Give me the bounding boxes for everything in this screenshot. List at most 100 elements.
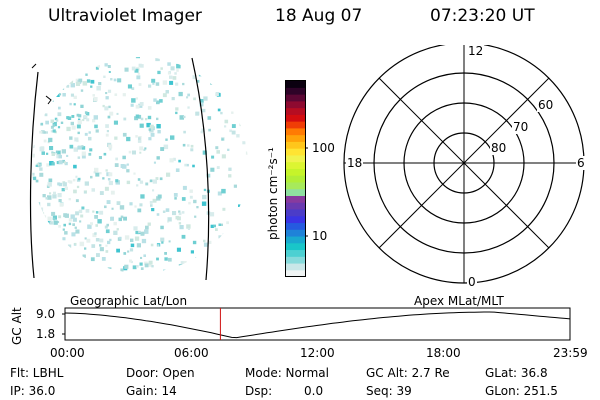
uv-speckle (43, 139, 47, 143)
uv-speckle (71, 232, 76, 237)
uv-speckle (128, 275, 132, 279)
uv-speckle (187, 144, 190, 147)
uv-speckle (247, 253, 248, 256)
uv-speckle (52, 73, 56, 77)
uv-speckle (110, 190, 115, 195)
uv-speckle (190, 250, 194, 254)
uv-speckle (213, 224, 216, 228)
uv-speckle (113, 230, 118, 235)
uv-speckle (51, 211, 56, 216)
uv-speckle (208, 240, 212, 244)
uv-speckle (34, 261, 38, 265)
uv-speckle (70, 214, 75, 219)
uv-speckle (239, 121, 244, 127)
uv-speckle (113, 120, 118, 125)
uv-speckle (233, 184, 237, 188)
uv-speckle (99, 238, 104, 243)
uv-speckle (126, 163, 129, 166)
uv-speckle (164, 257, 168, 261)
uv-speckle (69, 254, 73, 259)
uv-speckle (32, 202, 34, 208)
uv-speckle (195, 266, 198, 269)
uv-speckle (136, 184, 139, 187)
uv-speckle (161, 241, 164, 244)
uv-speckle (42, 218, 46, 223)
uv-speckle (143, 254, 146, 257)
uv-speckle (175, 107, 179, 111)
uv-speckle (132, 265, 137, 270)
timeline-x-tick-0: 00:00 (50, 346, 85, 360)
uv-speckle (183, 115, 186, 119)
uv-speckle (63, 64, 66, 68)
uv-speckle (178, 212, 182, 216)
uv-speckle (228, 167, 232, 171)
uv-speckle (86, 118, 90, 122)
uv-speckle (58, 106, 61, 110)
uv-speckle (75, 229, 80, 234)
uv-speckle (106, 130, 109, 133)
uv-speckle (68, 66, 71, 70)
uv-speckle (77, 119, 82, 125)
uv-speckle (135, 97, 138, 100)
uv-speckle (90, 79, 95, 84)
uv-speckle (82, 254, 86, 258)
uv-speckle (152, 189, 155, 192)
uv-speckle (107, 240, 111, 245)
uv-speckle (140, 231, 145, 236)
uv-speckle (187, 106, 190, 109)
uv-speckle (214, 73, 217, 76)
uv-speckle (37, 260, 41, 264)
uv-speckle (62, 73, 67, 78)
uv-speckle (63, 213, 68, 218)
uv-speckle (160, 225, 164, 230)
colorbar-segment (285, 188, 306, 196)
uv-speckle (163, 269, 166, 273)
uv-speckle (130, 103, 134, 107)
uv-speckle (130, 238, 134, 242)
uv-speckle (108, 144, 113, 149)
uv-speckle (108, 105, 111, 109)
uv-speckle (75, 175, 78, 178)
uv-speckle (32, 199, 34, 202)
uv-speckle (150, 243, 154, 247)
uv-speckle (137, 208, 142, 213)
uv-speckle (45, 120, 49, 125)
uv-speckle (134, 236, 140, 241)
uv-speckle (186, 96, 189, 99)
uv-speckle (59, 93, 62, 96)
uv-speckle (111, 207, 114, 210)
uv-speckle (202, 108, 206, 113)
uv-speckle (93, 115, 98, 120)
uv-speckle (80, 214, 84, 218)
uv-speckle (45, 131, 48, 134)
uv-speckle (77, 131, 80, 135)
uv-speckle (55, 252, 60, 257)
uv-speckle (221, 154, 226, 159)
uv-speckle (62, 182, 67, 187)
timeline-plot (62, 307, 571, 341)
uv-speckle (39, 130, 42, 134)
uv-speckle (84, 111, 88, 114)
uv-speckle (82, 81, 88, 86)
uv-speckle (106, 223, 109, 227)
uv-speckle (41, 101, 45, 106)
uv-speckle (162, 210, 166, 213)
uv-speckle (81, 154, 86, 159)
uv-speckle (92, 94, 95, 97)
colorbar-unit-label: photon cm⁻²s⁻¹ (266, 147, 280, 240)
colorbar-segment (285, 195, 306, 203)
uv-speckle (181, 234, 186, 239)
uv-speckle (70, 61, 73, 64)
uv-speckle (50, 130, 53, 133)
colorbar-segment (285, 256, 306, 264)
uv-speckle (145, 225, 149, 230)
uv-speckle (183, 130, 186, 134)
uv-speckle (84, 191, 87, 194)
uv-speckle (58, 225, 61, 228)
uv-speckle (174, 72, 177, 75)
uv-speckle (40, 67, 45, 72)
uv-speckle (35, 179, 39, 183)
uv-speckle (103, 274, 108, 279)
uv-speckle (114, 93, 118, 96)
uv-speckle (32, 196, 36, 200)
